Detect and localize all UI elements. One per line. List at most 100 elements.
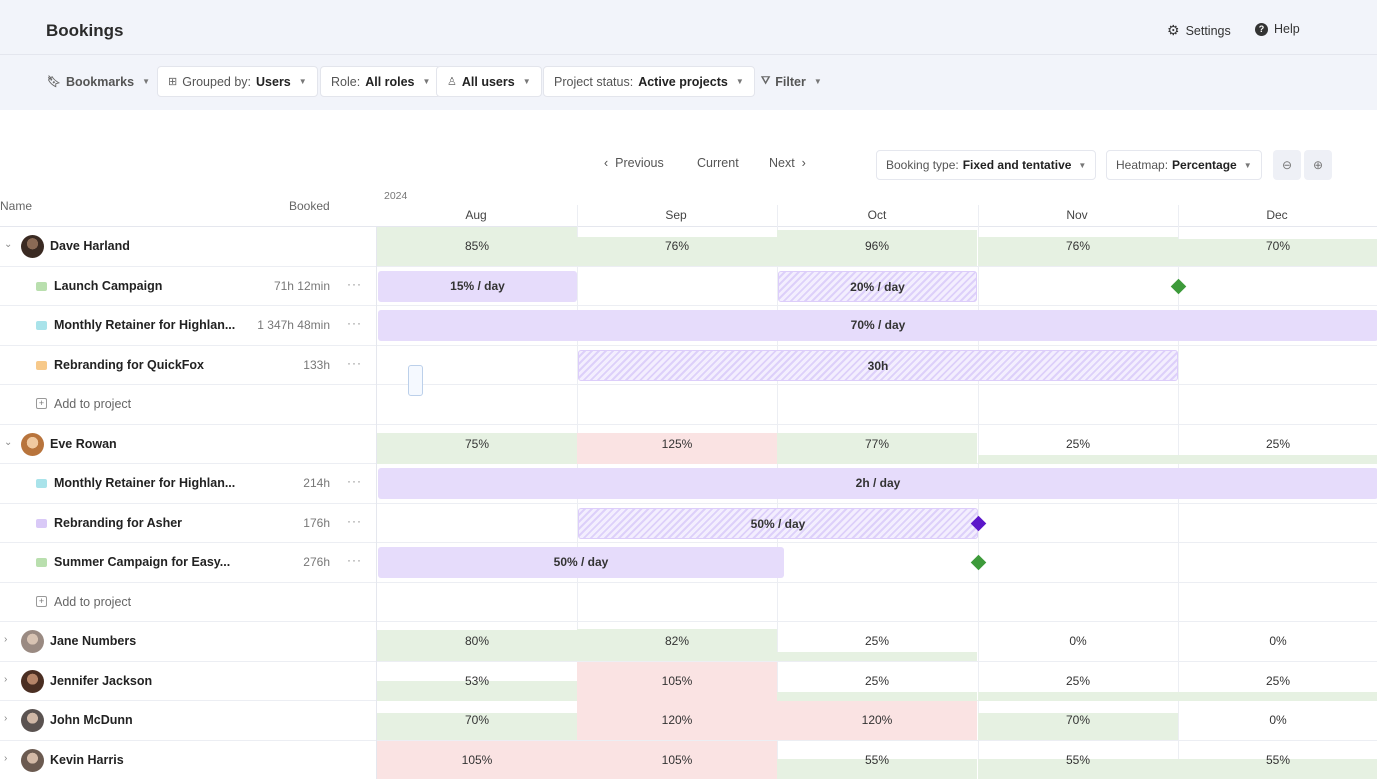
zoom-out-button[interactable]: ⊖ — [1273, 150, 1301, 180]
user-row-kevin[interactable]: › Kevin Harris — [0, 741, 376, 779]
project-status-dropdown[interactable]: Project status: Active projects ▼ — [543, 66, 755, 97]
milestone-icon[interactable] — [970, 554, 987, 571]
heatmap-cell[interactable]: 80% — [377, 622, 577, 661]
project-row[interactable]: Launch Campaign 71h 12min ··· — [0, 267, 376, 306]
heatmap-cell[interactable]: 76% — [978, 227, 1178, 266]
booking-bar[interactable]: 2h / day — [378, 468, 1377, 499]
heatmap-cell[interactable]: 82% — [577, 622, 777, 661]
user-row-jane[interactable]: › Jane Numbers — [0, 622, 376, 662]
heatmap-cell[interactable]: 75% — [377, 424, 577, 464]
heatmap-cell[interactable]: 55% — [777, 740, 977, 779]
heatmap-cell[interactable]: 0% — [1269, 634, 1287, 648]
funnel-icon: ⛛ — [761, 75, 771, 87]
next-label: Next — [769, 156, 795, 170]
booked-column-header[interactable]: Booked — [289, 199, 330, 213]
heatmap-row: 105% 105% 55% 55% 55% — [377, 740, 1377, 779]
more-icon[interactable]: ··· — [347, 316, 362, 330]
user-row-john[interactable]: › John McDunn — [0, 701, 376, 741]
settings-button[interactable]: ⚙ Settings — [1167, 22, 1231, 39]
booking-bar-tentative[interactable]: 50% / day — [578, 507, 978, 539]
zoom-in-button[interactable]: ⊕ — [1304, 150, 1332, 180]
help-label: Help — [1274, 22, 1300, 36]
month-header: Oct — [867, 208, 887, 222]
chevron-right-icon[interactable]: › — [4, 673, 8, 685]
timeline-grid[interactable]: 85% 76% 96% 76% 70% 15% / day 20% / day … — [376, 205, 1377, 779]
filter-dropdown[interactable]: ⛛ Filter ▼ — [750, 66, 833, 97]
project-color-icon — [36, 321, 47, 330]
heatmap-dropdown[interactable]: Heatmap: Percentage ▼ — [1106, 150, 1262, 180]
caret-down-icon: ▼ — [1243, 160, 1252, 170]
project-row[interactable]: Monthly Retainer for Highlan... 214h ··· — [0, 464, 376, 504]
heatmap-cell[interactable]: 77% — [777, 424, 977, 464]
heatmap-row: 70% 120% 120% 70% 0% — [377, 701, 1377, 741]
chevron-down-icon[interactable]: ⌄ — [4, 239, 13, 250]
heatmap-cell[interactable]: 55% — [978, 740, 1178, 779]
booking-type-dropdown[interactable]: Booking type: Fixed and tentative ▼ — [876, 150, 1097, 180]
heatmap-cell[interactable]: 25% — [777, 622, 977, 661]
heatmap-cell[interactable]: 53% — [377, 661, 577, 701]
heatmap-cell[interactable]: 125% — [577, 424, 777, 464]
heatmap-cell[interactable]: 120% — [777, 701, 977, 740]
add-to-project-row[interactable]: + Add to project — [0, 583, 376, 622]
add-to-project-row[interactable]: + Add to project — [0, 385, 376, 425]
name-column-header[interactable]: Name — [0, 199, 33, 213]
heatmap-cell[interactable]: 0% — [1069, 634, 1087, 648]
heatmap-cell[interactable]: 0% — [1269, 713, 1287, 727]
project-hours: 214h — [303, 476, 330, 490]
more-icon[interactable]: ··· — [347, 355, 362, 370]
project-row[interactable]: Summer Campaign for Easy... 276h ··· — [0, 543, 376, 583]
project-status-value: Active projects — [638, 74, 728, 89]
project-row[interactable]: Rebranding for Asher 176h ··· — [0, 504, 376, 543]
user-row-jennifer[interactable]: › Jennifer Jackson — [0, 662, 376, 701]
chevron-down-icon[interactable]: ⌄ — [4, 436, 13, 448]
chevron-right-icon[interactable]: › — [4, 752, 8, 764]
heatmap-cell[interactable]: 105% — [377, 740, 577, 779]
grouped-by-dropdown[interactable]: ⊞ Grouped by: Users ▼ — [157, 66, 318, 97]
heatmap-cell[interactable]: 105% — [577, 661, 777, 701]
more-icon[interactable]: ··· — [347, 474, 362, 488]
next-button[interactable]: Next › — [769, 156, 806, 170]
user-row-eve[interactable]: ⌄ Eve Rowan — [0, 425, 376, 464]
role-dropdown[interactable]: Role: All roles ▼ — [320, 66, 442, 97]
more-icon[interactable]: ··· — [347, 276, 362, 291]
heatmap-cell[interactable]: 70% — [377, 701, 577, 740]
heatmap-cell[interactable]: 55% — [1178, 740, 1377, 779]
help-button[interactable]: ? Help — [1255, 22, 1300, 36]
heatmap-cell[interactable]: 120% — [577, 701, 777, 740]
milestone-icon[interactable] — [1170, 278, 1187, 294]
user-row-dave[interactable]: ⌄ Dave Harland — [0, 227, 376, 267]
heatmap-cell[interactable]: 25% — [978, 661, 1178, 701]
booking-bar[interactable]: 70% / day — [378, 310, 1377, 341]
heatmap-cell[interactable]: 25% — [1178, 424, 1377, 464]
users-dropdown[interactable]: ♙ All users ▼ — [436, 66, 542, 97]
timeline-nav: ‹ Previous Current Next › Booking type: … — [0, 150, 1377, 180]
heatmap-cell[interactable]: 96% — [777, 227, 977, 266]
project-row[interactable]: Rebranding for QuickFox 133h ··· — [0, 346, 376, 385]
previous-button[interactable]: ‹ Previous — [604, 156, 664, 170]
current-button[interactable]: Current — [697, 156, 739, 170]
caret-down-icon: ▼ — [142, 77, 150, 86]
chevron-right-icon[interactable]: › — [4, 713, 8, 724]
heatmap-cell[interactable]: 85% — [377, 227, 577, 266]
more-icon[interactable]: ··· — [347, 513, 362, 528]
heatmap-cell[interactable]: 25% — [777, 661, 977, 701]
project-row[interactable]: Monthly Retainer for Highlan... 1 347h 4… — [0, 306, 376, 346]
heatmap-cell[interactable]: 70% — [978, 701, 1178, 740]
heatmap-cell[interactable]: 25% — [978, 424, 1178, 464]
chevron-right-icon[interactable]: › — [4, 634, 8, 645]
avatar — [21, 709, 44, 732]
page-title: Bookings — [46, 21, 124, 40]
more-icon[interactable]: ··· — [347, 553, 362, 567]
heatmap-cell[interactable]: 105% — [577, 740, 777, 779]
user-name: Dave Harland — [50, 239, 130, 253]
booking-bar-tentative[interactable]: 30h — [578, 349, 1178, 381]
heatmap-cell[interactable]: 76% — [577, 227, 777, 266]
booking-bar[interactable]: 50% / day — [378, 547, 784, 578]
booking-bar-tentative[interactable]: 20% / day — [778, 270, 977, 302]
bookmarks-dropdown[interactable]: 🔖︎ Bookmarks ▼ — [36, 66, 161, 97]
user-name: Jennifer Jackson — [50, 673, 153, 688]
heatmap-cell[interactable]: 25% — [1178, 661, 1377, 701]
booking-bar[interactable]: 15% / day — [378, 270, 577, 302]
booking-placeholder[interactable] — [408, 364, 423, 396]
heatmap-cell[interactable]: 70% — [1178, 227, 1377, 266]
